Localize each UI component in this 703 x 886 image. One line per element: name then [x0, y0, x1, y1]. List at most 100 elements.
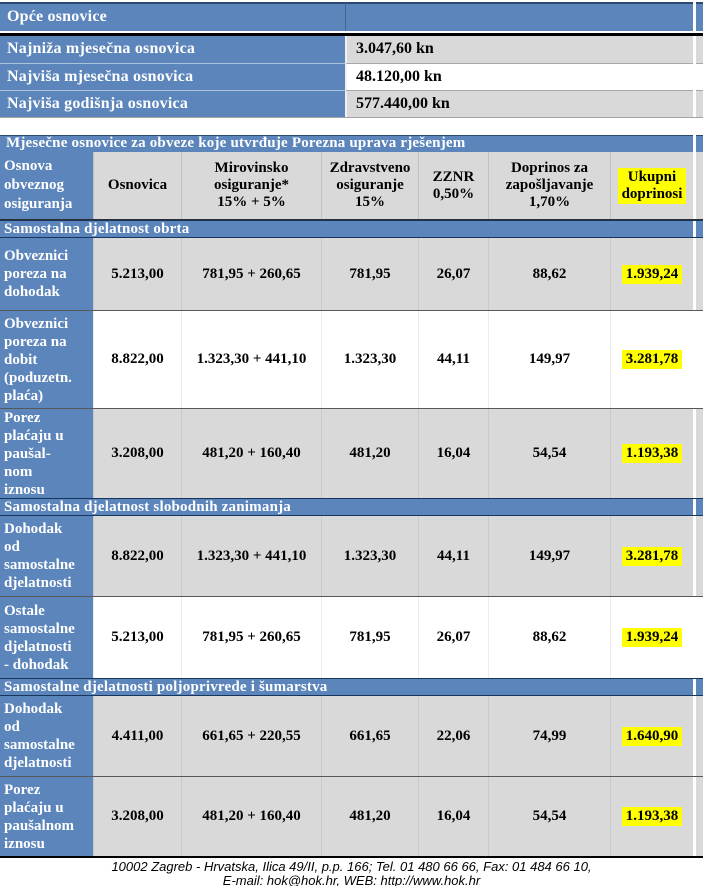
- table-row: Porez plaćaju u paušalnom iznosu 3.208,00…: [0, 776, 703, 856]
- column-header-zaposljavanje: Doprinos za zapošljavanje 1,70%: [488, 152, 610, 219]
- cutoff-column-fragment: [696, 597, 703, 678]
- table-row: Dohodak od samostalne djelatnosti 8.822,0…: [0, 516, 703, 596]
- table-row: Najniža mjesečna osnovica 3.047,60 kn: [0, 36, 703, 63]
- cell-zznr: 26,07: [418, 597, 488, 678]
- cell-ukupni-doprinosi: 1.640,90: [610, 696, 693, 776]
- column-gap: [693, 516, 696, 596]
- cutoff-column-fragment: [696, 135, 703, 152]
- general-bases-header-spacer: [345, 2, 693, 31]
- cell-ukupni-doprinosi: 1.193,38: [610, 777, 693, 856]
- row-label-cell: Dohodak od samostalne djelatnosti: [0, 516, 93, 596]
- cell-osnovica: 5.213,00: [93, 238, 181, 310]
- highlighted-total: 1.939,24: [621, 628, 683, 647]
- column-gap: [693, 777, 696, 856]
- table-row: Najviša godišnja osnovica 577.440,00 kn: [0, 90, 703, 117]
- cutoff-column-fragment: [696, 36, 703, 63]
- cell-osnovica: 8.822,00: [93, 311, 181, 408]
- table-row: Obveznici poreza na dohodak 5.213,00 781,9…: [0, 238, 703, 310]
- column-gap: [693, 679, 696, 695]
- value-cell: 3.047,60 kn: [345, 36, 693, 63]
- cell-ukupni-doprinosi: 1.939,24: [610, 238, 693, 310]
- row-label-cell: Porez plaćaju u paušal- nom iznosu: [0, 409, 93, 498]
- general-bases-title: Opće osnovice: [0, 2, 345, 31]
- cell-mirovinsko: 1.323,30 + 441,10: [181, 516, 321, 596]
- row-label-cell: Najviša mjesečna osnovica: [0, 63, 345, 90]
- table-row: Porez plaćaju u paušal- nom iznosu 3.208,…: [0, 408, 703, 498]
- section-header-row: Samostalne djelatnosti poljoprivrede i š…: [0, 678, 703, 696]
- cell-zdravstveno: 781,95: [321, 238, 418, 310]
- cell-osnovica: 3.208,00: [93, 409, 181, 498]
- section-heading: Samostalna djelatnost slobodnih zanimanj…: [0, 499, 693, 515]
- cutoff-column-fragment: [696, 221, 703, 237]
- column-gap: [693, 90, 696, 117]
- column-header-mirovinsko: Mirovinsko osiguranje* 15% + 5%: [181, 152, 321, 219]
- cell-mirovinsko: 661,65 + 220,55: [181, 696, 321, 776]
- highlighted-total: 1.193,38: [621, 444, 683, 463]
- table-row: Ostale samostalne djelatnosti - dohodak 5…: [0, 596, 703, 678]
- cutoff-column-fragment: [696, 679, 703, 695]
- column-gap: [693, 63, 696, 90]
- cutoff-column-fragment: [696, 90, 703, 117]
- cell-zdravstveno: 1.323,30: [321, 516, 418, 596]
- cell-zznr: 16,04: [418, 409, 488, 498]
- column-header-zznr: ZZNR 0,50%: [418, 152, 488, 219]
- cell-zdravstveno: 1.323,30: [321, 311, 418, 408]
- table-row: Obveznici poreza na dobit (poduzetn. pla…: [0, 310, 703, 408]
- section-heading: Samostalna djelatnost obrta: [0, 221, 693, 237]
- cell-osnovica: 5.213,00: [93, 597, 181, 678]
- row-label-cell: Obveznici poreza na dobit (poduzetn. pla…: [0, 311, 93, 408]
- row-label-cell: Obveznici poreza na dohodak: [0, 238, 93, 310]
- column-gap: [693, 221, 696, 237]
- column-header-ukupni-doprinosi: Ukupni doprinosi: [610, 152, 693, 219]
- cell-zaposljavanje: 149,97: [488, 516, 610, 596]
- section-heading: Samostalne djelatnosti poljoprivrede i š…: [0, 679, 693, 695]
- cell-zdravstveno: 481,20: [321, 777, 418, 856]
- column-gap: [693, 36, 696, 63]
- cutoff-column-fragment: [696, 777, 703, 856]
- general-bases-header-row: Opće osnovice: [0, 2, 703, 31]
- highlighted-total: 1.193,38: [621, 807, 683, 826]
- general-bases-table: Opće osnovice Najniža mjesečna osnovica 3…: [0, 2, 703, 118]
- row-label-cell: Najviša godišnja osnovica: [0, 90, 345, 117]
- value-cell: 48.120,00 kn: [345, 63, 693, 90]
- table-gap: [0, 118, 703, 135]
- cell-osnovica: 3.208,00: [93, 777, 181, 856]
- cell-zaposljavanje: 54,54: [488, 409, 610, 498]
- cell-zaposljavanje: 149,97: [488, 311, 610, 408]
- cell-zaposljavanje: 88,62: [488, 597, 610, 678]
- cell-mirovinsko: 481,20 + 160,40: [181, 409, 321, 498]
- monthly-bases-title: Mjesečne osnovice za obveze koje utvrđuj…: [0, 135, 693, 152]
- cutoff-column-fragment: [696, 409, 703, 498]
- general-bases-body: Najniža mjesečna osnovica 3.047,60 kn Najv…: [0, 36, 703, 117]
- highlighted-total: 3.281,78: [621, 350, 683, 369]
- cutoff-column-fragment: [696, 152, 703, 219]
- cell-zaposljavanje: 74,99: [488, 696, 610, 776]
- footer-contact-line: E-mail: hok@hok.hr, WEB: http://www.hok.…: [222, 873, 481, 886]
- row-label-cell: Najniža mjesečna osnovica: [0, 36, 345, 63]
- cell-zaposljavanje: 88,62: [488, 238, 610, 310]
- column-gap: [693, 597, 696, 678]
- cell-ukupni-doprinosi: 3.281,78: [610, 311, 693, 408]
- value-cell: 577.440,00 kn: [345, 90, 693, 117]
- column-gap: [693, 499, 696, 515]
- cutoff-column-fragment: [696, 238, 703, 310]
- cutoff-column-fragment: [696, 516, 703, 596]
- highlighted-total: 1.640,90: [621, 726, 683, 746]
- highlighted-header-text: Ukupni doprinosi: [617, 167, 687, 204]
- column-gap: [693, 409, 696, 498]
- cutoff-column-fragment: [696, 2, 703, 31]
- row-label-cell: Ostale samostalne djelatnosti - dohodak: [0, 597, 93, 678]
- column-gap: [693, 152, 696, 219]
- column-header-row-label: Osnova obveznog osiguranja: [0, 152, 93, 219]
- monthly-bases-table: Mjesečne osnovice za obveze koje utvrđuj…: [0, 135, 703, 858]
- cell-mirovinsko: 781,95 + 260,65: [181, 238, 321, 310]
- cell-osnovica: 4.411,00: [93, 696, 181, 776]
- cutoff-column-fragment: [696, 499, 703, 515]
- cell-zdravstveno: 481,20: [321, 409, 418, 498]
- cell-zdravstveno: 781,95: [321, 597, 418, 678]
- cell-mirovinsko: 781,95 + 260,65: [181, 597, 321, 678]
- cell-zznr: 22,06: [418, 696, 488, 776]
- section-header-row: Samostalna djelatnost slobodnih zanimanj…: [0, 498, 703, 516]
- cell-mirovinsko: 481,20 + 160,40: [181, 777, 321, 856]
